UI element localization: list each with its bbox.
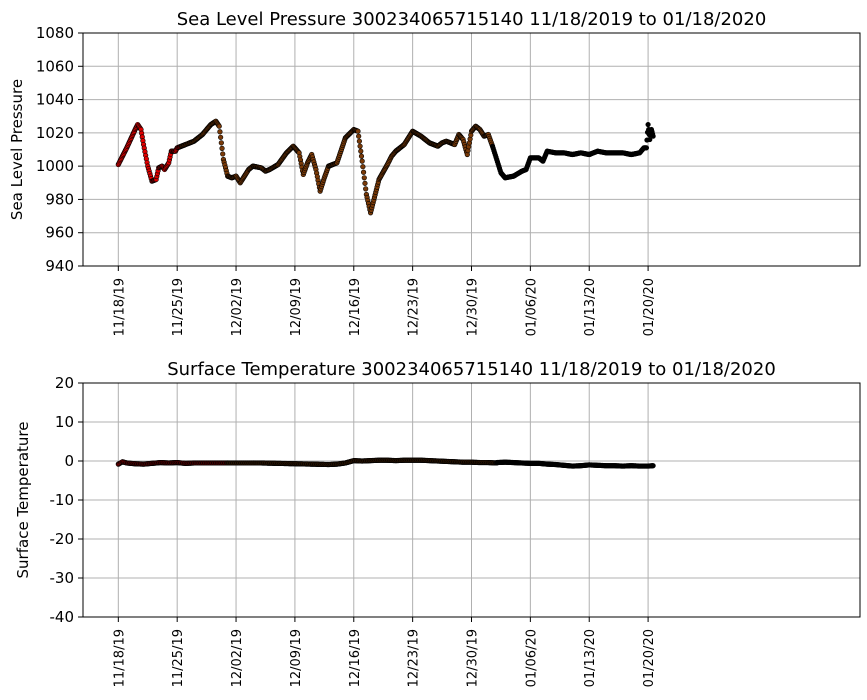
x-tick-label: 12/30/19 bbox=[466, 629, 481, 687]
sea-level-pressure-panel: Sea Level Pressure 300234065715140 11/18… bbox=[8, 9, 861, 336]
chart-title: Surface Temperature 300234065715140 11/1… bbox=[167, 359, 776, 380]
x-tick-label: 01/06/20 bbox=[524, 278, 539, 336]
data-point bbox=[361, 175, 367, 181]
data-point bbox=[358, 153, 365, 159]
x-tick-label: 01/13/20 bbox=[583, 629, 598, 687]
data-point bbox=[218, 134, 224, 140]
x-tick-label: 12/09/19 bbox=[289, 278, 304, 336]
data-point bbox=[647, 136, 653, 143]
y-axis-label: Surface Temperature bbox=[14, 422, 32, 579]
x-tick-label: 12/16/19 bbox=[348, 278, 363, 336]
surface-temperature-panel: Surface Temperature 300234065715140 11/1… bbox=[14, 359, 861, 687]
y-tick-label: 1000 bbox=[36, 157, 74, 175]
data-series-segment-2 bbox=[178, 118, 496, 216]
y-tick-label: 20 bbox=[55, 374, 74, 392]
data-point bbox=[219, 145, 225, 151]
data-point bbox=[216, 123, 222, 129]
x-tick-label: 01/06/20 bbox=[524, 629, 539, 687]
data-point bbox=[360, 169, 367, 175]
data-point bbox=[218, 140, 224, 146]
data-series-segment-3 bbox=[494, 459, 656, 469]
data-point bbox=[650, 133, 656, 139]
y-tick-label: 1080 bbox=[36, 24, 74, 42]
data-point bbox=[362, 180, 368, 186]
data-point bbox=[356, 138, 362, 144]
y-tick-label: 10 bbox=[55, 413, 74, 431]
data-point bbox=[356, 133, 362, 139]
y-tick-label: -20 bbox=[50, 530, 75, 548]
x-tick-label: 11/18/19 bbox=[112, 278, 127, 336]
data-point bbox=[363, 186, 369, 192]
y-tick-label: 1040 bbox=[36, 91, 74, 109]
y-tick-label: 0 bbox=[64, 452, 74, 470]
data-point bbox=[357, 143, 363, 149]
x-tick-label: 01/13/20 bbox=[583, 278, 598, 336]
plot-frame bbox=[82, 382, 861, 618]
y-axis-label: Sea Level Pressure bbox=[8, 79, 26, 220]
data-point bbox=[359, 158, 365, 164]
data-series-segment-2 bbox=[225, 457, 500, 468]
y-tick-label: -10 bbox=[50, 491, 75, 509]
x-tick-label: 12/23/19 bbox=[407, 278, 422, 336]
y-tick-label: 940 bbox=[45, 257, 74, 275]
x-tick-label: 11/25/19 bbox=[171, 278, 186, 336]
y-tick-label: -30 bbox=[50, 569, 75, 587]
data-point bbox=[643, 145, 650, 151]
data-point bbox=[355, 128, 361, 134]
y-tick-label: 960 bbox=[45, 224, 74, 242]
x-tick-label: 12/23/19 bbox=[407, 629, 422, 687]
data-series-segment-1 bbox=[115, 121, 184, 184]
x-tick-label: 12/09/19 bbox=[289, 629, 304, 687]
data-point bbox=[217, 129, 223, 135]
data-point bbox=[360, 164, 366, 170]
data-point bbox=[220, 151, 226, 157]
x-tick-label: 11/25/19 bbox=[171, 629, 186, 687]
x-tick-label: 12/02/19 bbox=[230, 278, 245, 336]
y-tick-label: 980 bbox=[45, 190, 74, 208]
x-tick-label: 11/18/19 bbox=[112, 629, 127, 687]
x-tick-label: 01/20/20 bbox=[642, 629, 657, 687]
data-point bbox=[358, 148, 364, 154]
chart-title: Sea Level Pressure 300234065715140 11/18… bbox=[177, 9, 767, 30]
plot-frame bbox=[82, 32, 861, 267]
data-series-segment-1 bbox=[115, 459, 231, 467]
x-tick-label: 12/16/19 bbox=[348, 629, 363, 687]
y-tick-label: 1020 bbox=[36, 124, 74, 142]
y-tick-label: 1060 bbox=[36, 57, 74, 75]
x-tick-label: 12/30/19 bbox=[466, 278, 481, 336]
data-point bbox=[645, 121, 651, 128]
data-series-segment-3 bbox=[489, 121, 656, 181]
x-tick-label: 01/20/20 bbox=[642, 278, 657, 336]
data-point bbox=[650, 463, 656, 469]
x-tick-label: 12/02/19 bbox=[230, 629, 245, 687]
y-tick-label: -40 bbox=[50, 608, 75, 626]
